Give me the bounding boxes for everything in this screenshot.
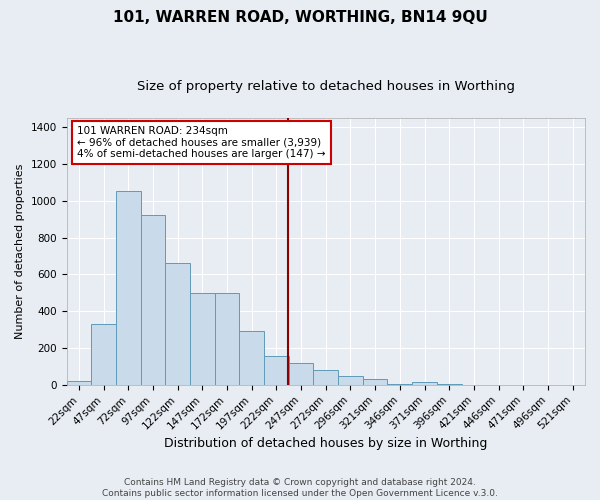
Bar (264, 356, 289, 385)
Bar (289, 363, 313, 385)
Text: Contains HM Land Registry data © Crown copyright and database right 2024.
Contai: Contains HM Land Registry data © Crown c… (102, 478, 498, 498)
Bar (190, 293, 215, 385)
Bar (67, 381, 91, 385)
Bar (313, 370, 338, 385)
Text: 101, WARREN ROAD, WORTHING, BN14 9QU: 101, WARREN ROAD, WORTHING, BN14 9QU (113, 10, 487, 25)
Bar (140, 216, 165, 385)
X-axis label: Distribution of detached houses by size in Worthing: Distribution of detached houses by size … (164, 437, 487, 450)
Bar (363, 380, 388, 385)
Bar (338, 376, 363, 385)
Bar (116, 192, 140, 385)
Bar (215, 293, 239, 385)
Text: 101 WARREN ROAD: 234sqm
← 96% of detached houses are smaller (3,939)
4% of semi-: 101 WARREN ROAD: 234sqm ← 96% of detache… (77, 126, 325, 159)
Bar (165, 264, 190, 385)
Bar (239, 332, 264, 385)
Bar (412, 382, 437, 385)
Title: Size of property relative to detached houses in Worthing: Size of property relative to detached ho… (137, 80, 515, 93)
Bar (388, 384, 412, 385)
Y-axis label: Number of detached properties: Number of detached properties (15, 164, 25, 339)
Bar (91, 324, 116, 385)
Bar (437, 384, 461, 385)
